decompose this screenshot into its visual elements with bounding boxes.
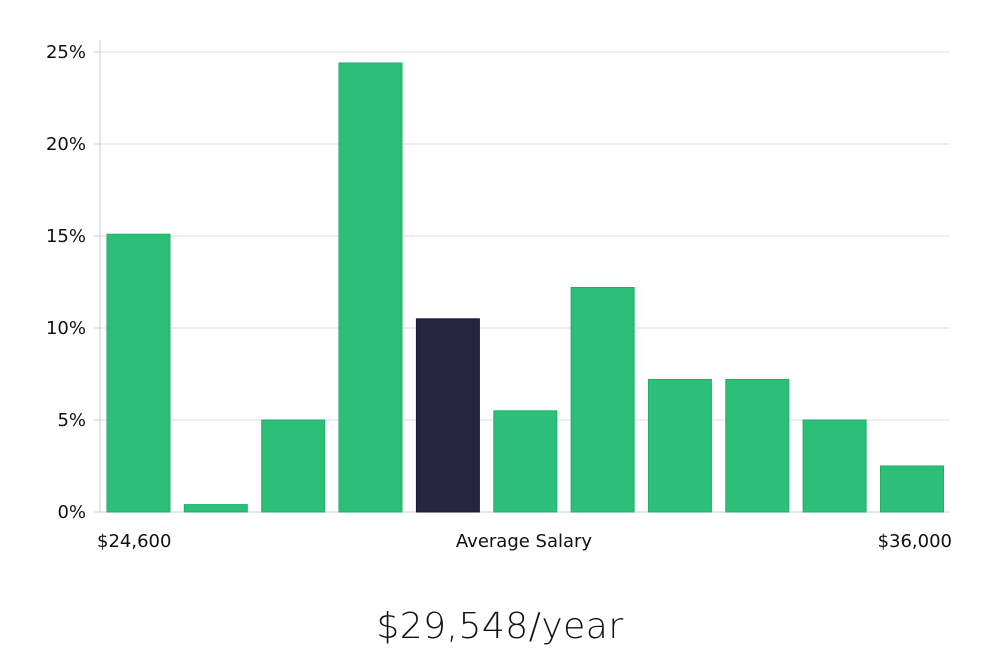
bar-salary-bin	[261, 419, 326, 513]
y-tick-label: 15%	[46, 226, 86, 247]
bar-average-salary-bin	[415, 318, 480, 513]
x-max-label: $36,000	[878, 531, 952, 552]
bar-salary-bin	[183, 504, 248, 513]
x-axis-center-label: Average Salary	[456, 531, 593, 552]
y-tick-label: 0%	[57, 502, 86, 523]
bar-salary-bin	[802, 419, 867, 513]
bar-salary-bin	[725, 379, 790, 513]
y-tick-label: 10%	[46, 318, 86, 339]
y-tick-labels: 0% 5% 10% 15% 20% 25%	[46, 42, 86, 523]
y-tick-label: 5%	[57, 410, 86, 431]
x-min-label: $24,600	[97, 531, 171, 552]
average-salary-value: $29,548/year	[376, 606, 624, 647]
y-tick-label: 20%	[46, 134, 86, 155]
salary-histogram: 0%5%10%15%20%25% $24,600 Average Salary …	[46, 40, 952, 552]
bar-salary-bin	[338, 62, 403, 513]
bar-salary-bin	[493, 410, 558, 513]
bar-salary-bin	[106, 233, 171, 513]
bar-salary-bin	[647, 379, 712, 513]
bar-salary-bin	[880, 465, 944, 513]
bars	[106, 62, 944, 513]
y-tick-label: 25%	[46, 42, 86, 63]
bar-salary-bin	[570, 287, 635, 513]
